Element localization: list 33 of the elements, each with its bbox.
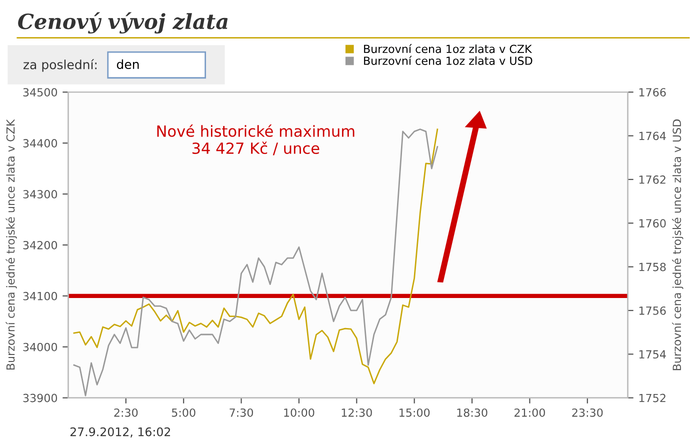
y-tick-label: 34300 [23,190,58,198]
text: den [116,59,139,70]
y-tick-label: 34400 [23,139,58,148]
x-tick-label: 10:00 [284,408,314,417]
chart-title: Cenový vývoj zlata [18,12,228,34]
x-tick-label: 12:30 [342,408,372,417]
legend-label: Burzovní cena 1oz zlata v USD [364,56,532,65]
y-tick-label: 34000 [23,342,58,352]
y2-axis-title: Burzovní cena jedné trojské unce zlata v USD [672,119,684,370]
x-tick-label: 23:30 [572,408,603,417]
y2-tick-label: 1766 [639,88,666,96]
x-tick-label: 2:30 [114,408,138,417]
y-tick-label: 34500 [23,88,58,96]
legend-label: Burzovní cena 1oz zlata v CZK [364,44,532,54]
y2-tick-label: 1760 [639,219,666,228]
y2-tick-label: 1764 [639,132,666,140]
text: 27.9.2012, 16:02 [70,427,170,438]
y2-tick-label: 1752 [639,394,666,402]
x-tick-label: 18:30 [457,408,488,417]
y-axis-title: Burzovní cena jedné trojské unce zlata v CZK [6,119,17,370]
y2-tick-label: 1758 [639,262,666,272]
text: za poslední: [24,59,96,72]
y2-tick-label: 1762 [639,175,666,184]
y2-tick-label: 1756 [639,306,666,315]
y2-tick-label: 1754 [639,350,666,359]
annotation: Nové historické maximum 34 427 Kč / unce [157,124,354,156]
x-tick-label: 7:30 [230,408,254,417]
x-tick-label: 21:00 [514,408,545,417]
y-tick-label: 33900 [23,394,58,402]
y-tick-label: 34200 [23,240,58,250]
y-tick-label: 34100 [23,292,58,300]
x-tick-label: 15:00 [400,408,430,417]
x-tick-label: 5:00 [172,408,196,417]
